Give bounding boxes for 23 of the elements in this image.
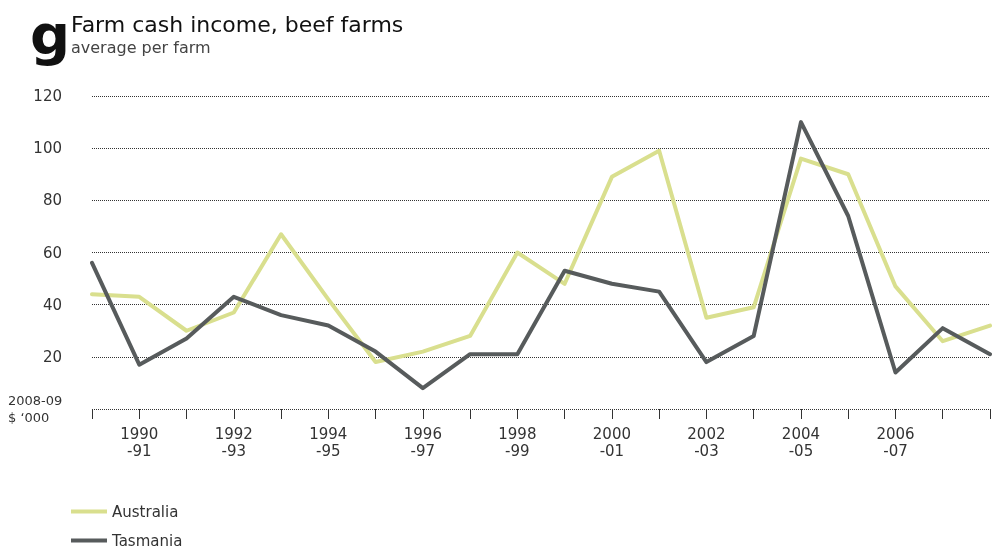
line-series <box>90 148 992 365</box>
legend-label: Australia <box>112 502 179 521</box>
y-tick-label: 80 <box>42 191 62 210</box>
y-tick-label: 100 <box>33 139 62 158</box>
y-tick-label: 40 <box>42 295 62 314</box>
chart-title: Farm cash income, beef farms <box>71 11 404 37</box>
line-series <box>90 120 992 391</box>
chart-subtitle: average per farm <box>71 37 211 57</box>
x-tick-label: 2002 -03 <box>687 424 726 460</box>
y-tick-label: 120 <box>33 87 62 105</box>
x-tick-label: 1998 -99 <box>498 424 537 460</box>
y-tick-label: 20 <box>42 347 62 366</box>
y-tick-label: 60 <box>42 243 62 262</box>
x-tick-label: 1996 -97 <box>403 424 442 460</box>
text: g <box>30 1 71 67</box>
x-tick-label: 2000 -01 <box>592 424 631 460</box>
x-tick-label: 2006 -07 <box>876 424 915 460</box>
x-tick-label: 1992 -93 <box>214 424 253 460</box>
x-tick-label: 2004 -05 <box>781 424 821 460</box>
x-tick-label: 1994 -95 <box>309 424 348 460</box>
y-axis-title: 2008-09 $ ‘000 <box>8 393 63 425</box>
legend-label: Tasmania <box>111 531 183 550</box>
x-tick-label: 1990 -91 <box>120 424 159 460</box>
